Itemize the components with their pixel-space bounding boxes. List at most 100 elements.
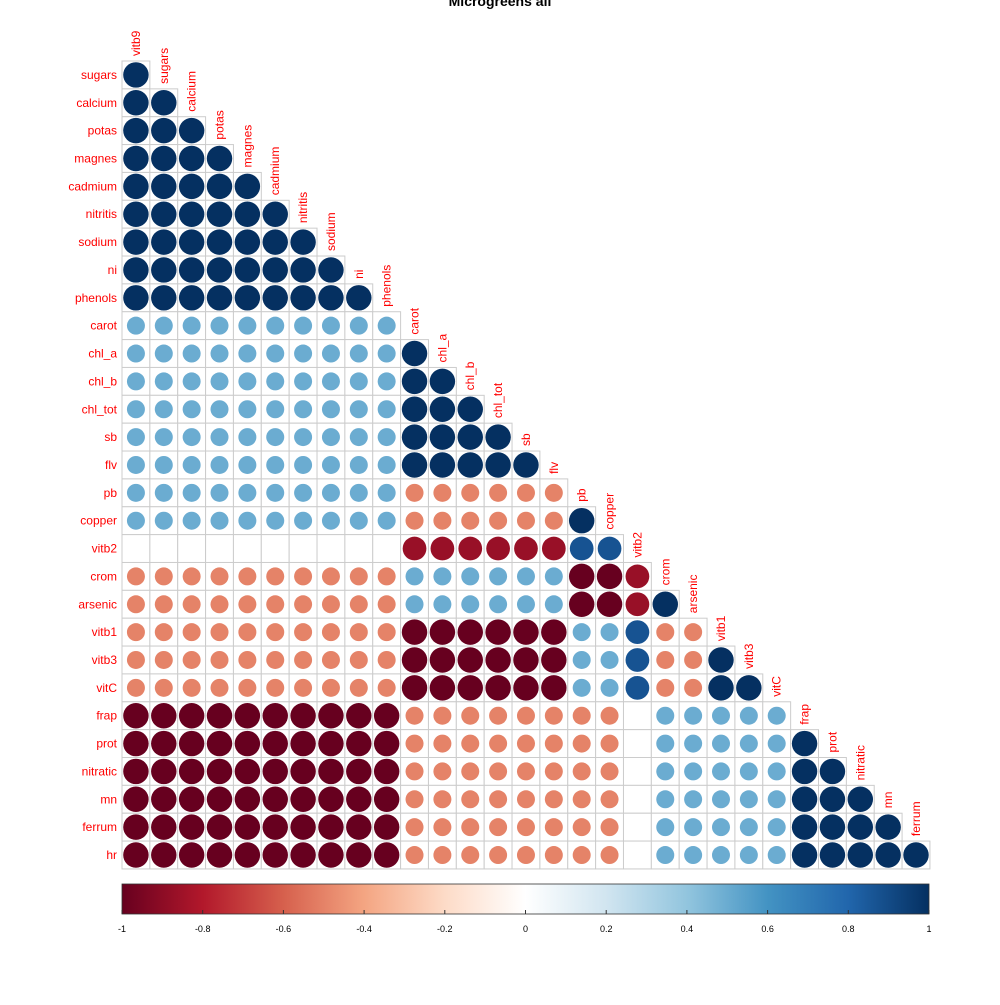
correlation-circle [430,536,455,561]
correlation-circle [123,257,149,283]
column-label: arsenic [686,575,700,614]
correlation-circle [401,368,428,395]
correlation-circle [652,591,679,618]
correlation-circle [290,257,316,283]
correlation-circle [262,730,288,757]
correlation-circle [711,846,730,865]
correlation-circle [349,344,368,363]
correlation-circle [238,595,257,614]
correlation-circle [405,818,424,837]
colorbar-tick-label: 0.2 [600,924,613,934]
correlation-circle [373,842,400,868]
correlation-circle [234,758,261,785]
correlation-circle [625,620,650,645]
correlation-circle [485,647,511,673]
row-label: sb [104,430,117,444]
correlation-circle [377,372,396,391]
correlation-circle [513,452,539,478]
correlation-circle [182,400,201,419]
correlation-circle [847,786,874,813]
matrix-cell [177,534,207,563]
correlation-circle [486,536,510,561]
correlation-circle [572,734,591,753]
correlation-circle [405,762,424,781]
correlation-circle [544,483,563,502]
correlation-circle [290,814,316,840]
matrix-cell [622,812,652,842]
correlation-circle [684,734,703,753]
correlation-circle [461,790,480,809]
matrix-cell [232,534,262,563]
correlation-circle [791,786,818,813]
correlation-circle [151,201,177,227]
correlation-circle [294,511,313,530]
correlation-circle [656,650,675,669]
correlation-circle [600,623,619,642]
correlation-circle [767,790,786,809]
correlation-circle [290,285,316,311]
correlation-circle [182,678,201,697]
correlation-circle [182,511,201,530]
row-label: chl_a [88,347,117,361]
correlation-circle [123,702,149,729]
correlation-circle [847,814,874,840]
correlation-circle [210,316,229,335]
colorbar-tick-label: 0 [523,924,528,934]
correlation-circle [572,846,591,865]
correlation-circle [318,758,344,785]
correlation-circle [262,702,288,729]
correlation-circle [210,372,229,391]
column-label: ferrum [909,801,923,836]
correlation-circle [656,734,675,753]
correlation-circle [238,650,257,669]
correlation-circle [126,344,145,363]
correlation-circle [262,786,288,813]
correlation-circle [178,702,205,729]
correlation-circle [238,567,257,586]
correlation-circle [429,452,456,478]
correlation-circle [544,762,563,781]
correlation-circle [151,730,177,757]
column-label: potas [213,110,227,139]
matrix-cell [288,534,318,563]
correlation-circle [210,344,229,363]
correlation-circle [819,786,846,813]
correlation-circle [154,511,173,530]
column-label: chl_b [463,361,477,390]
correlation-circle [346,758,372,785]
correlation-circle [321,400,340,419]
row-label: vitb3 [92,653,118,667]
correlation-circle [377,400,396,419]
correlation-circle [684,818,703,837]
correlation-circle [373,702,400,729]
correlation-circle [154,483,173,502]
correlation-circle [349,678,368,697]
correlation-circle [266,400,285,419]
matrix-cell [455,757,485,786]
correlation-circle [349,400,368,419]
colorbar-tick-label: -0.6 [276,924,292,934]
correlation-circle [262,229,288,255]
correlation-circle [318,702,344,729]
correlation-circle [544,595,563,614]
correlation-circle [238,316,257,335]
correlation-circle [711,818,730,837]
correlation-circle [266,316,285,335]
correlation-circle [123,201,149,227]
correlation-circle [151,285,177,311]
row-label: phenols [75,291,117,305]
correlation-circle [290,730,316,757]
correlation-circle [739,734,758,753]
correlation-circle [767,818,786,837]
correlation-circle [572,818,591,837]
correlation-circle [349,372,368,391]
correlation-circle [178,117,205,144]
correlation-circle [516,818,535,837]
correlation-circle [154,316,173,335]
correlation-circle [429,396,456,422]
correlation-circle [572,762,591,781]
matrix-cell [260,534,290,563]
correlation-circle [238,428,257,447]
correlation-circle [489,567,508,586]
